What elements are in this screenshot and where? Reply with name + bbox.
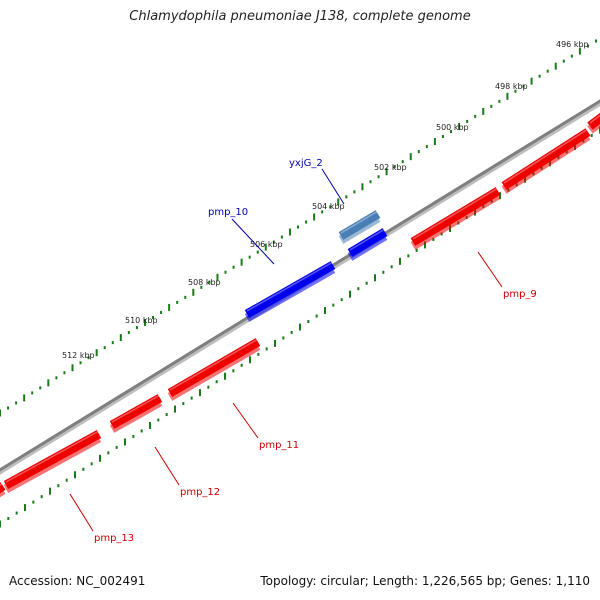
gene-leader-line xyxy=(477,251,503,288)
outer-tick-ring xyxy=(0,39,597,417)
gene-feature[interactable] xyxy=(347,228,388,261)
gene-highlight xyxy=(503,128,589,184)
ruler-label: 508 kbp xyxy=(188,278,221,287)
gene-feature[interactable] xyxy=(501,128,591,194)
gene-leader-line xyxy=(231,218,275,265)
ruler-label: 504 kbp xyxy=(312,202,345,211)
gene-label[interactable]: pmp_13 xyxy=(94,533,134,544)
ruler-label: 510 kbp xyxy=(125,316,158,325)
gene-pmp-10[interactable] xyxy=(244,261,336,322)
gene-bar xyxy=(501,128,591,190)
ruler-label: 498 kbp xyxy=(495,82,528,91)
accession-text: Accession: NC_002491 xyxy=(9,574,146,588)
ruler-label: 506 kbp xyxy=(250,240,283,249)
gene-label[interactable]: yxjG_2 xyxy=(289,158,323,169)
gene-labels: yxjG_2 pmp_10 pmp_9 pmp_11 pmp_12 pmp_13 xyxy=(69,158,537,544)
gene-features xyxy=(0,111,600,498)
gene-pmp-12[interactable] xyxy=(109,394,163,433)
gene-highlight xyxy=(111,394,161,423)
gene-bar xyxy=(410,187,501,246)
gene-bar xyxy=(0,482,6,494)
gene-label[interactable]: pmp_10 xyxy=(208,207,248,218)
gene-highlight xyxy=(5,430,100,483)
ruler-labels: 496 kbp 498 kbp 500 kbp 502 kbp 504 kbp 506 k… xyxy=(62,40,589,360)
gene-pmp-13[interactable] xyxy=(3,430,102,493)
gene-pmp-11[interactable] xyxy=(167,338,261,401)
gene-label[interactable]: pmp_12 xyxy=(180,487,220,498)
gene-yxjg-2[interactable] xyxy=(338,210,381,244)
gene-label[interactable]: pmp_11 xyxy=(259,440,299,451)
gene-bar xyxy=(244,261,336,318)
ruler-label: 500 kbp xyxy=(436,123,469,132)
gene-leader-line xyxy=(321,168,345,205)
gene-label[interactable]: pmp_9 xyxy=(503,289,537,300)
gene-feature[interactable] xyxy=(587,111,600,134)
gene-highlight xyxy=(169,338,259,391)
genome-summary-text: Topology: circular; Length: 1,226,565 bp… xyxy=(260,574,590,588)
gene-highlight xyxy=(340,210,379,234)
gene-feature[interactable] xyxy=(0,482,6,498)
gene-leader-line xyxy=(232,402,259,439)
ruler-label: 502 kbp xyxy=(374,163,407,172)
gene-bar xyxy=(347,228,388,257)
gene-leader-line xyxy=(154,446,180,486)
ruler-label: 512 kbp xyxy=(62,351,95,360)
gene-bar xyxy=(587,112,600,130)
gene-highlight xyxy=(589,114,600,124)
gene-pmp-9[interactable] xyxy=(410,187,501,250)
gene-bar xyxy=(167,338,261,397)
gene-highlight xyxy=(412,187,499,240)
ruler-label: 496 kbp xyxy=(556,40,589,49)
gene-highlight xyxy=(246,261,334,312)
gene-highlight xyxy=(0,482,4,486)
gene-bar xyxy=(109,394,163,429)
map-title: Chlamydophila pneumoniae J138, complete … xyxy=(129,9,471,24)
gene-leader-line xyxy=(69,493,94,532)
gene-bar xyxy=(338,210,381,240)
gene-bar xyxy=(3,430,102,489)
gene-highlight xyxy=(349,228,386,251)
